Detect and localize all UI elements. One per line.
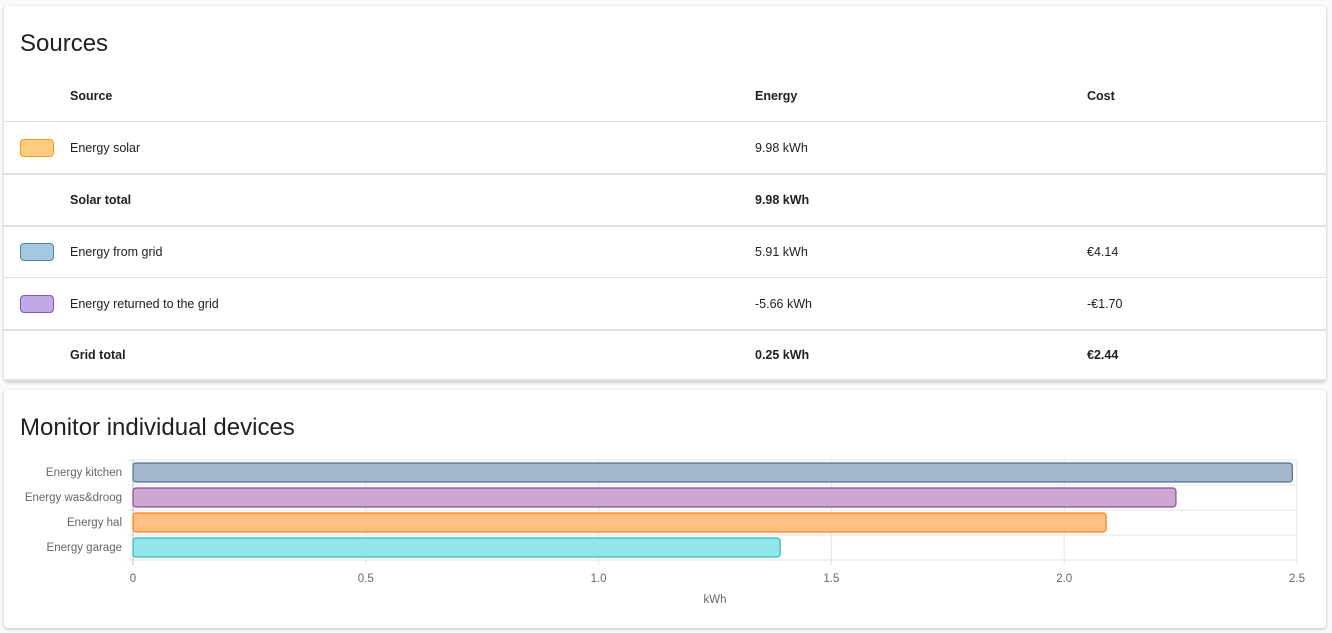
x-tick-label: 0.5 [358,573,374,585]
source-label: Energy solar [70,140,141,155]
x-tick-label: 0 [130,573,136,585]
energy-value: 9.98 kWh [755,140,808,155]
energy-value: 9.98 kWh [755,192,810,207]
y-category-label: Energy garage [47,542,122,554]
color-swatch [20,242,54,261]
table-row: Grid total 0.25 kWh €2.44 [4,330,1326,381]
header-cost: Cost [1087,88,1115,103]
table-row: Solar total 9.98 kWh [4,174,1326,227]
table-row: Energy from grid 5.91 kWh €4.14 [4,226,1326,278]
y-category-label: Energy was&droog [25,492,122,504]
table-row: Energy returned to the grid -5.66 kWh -€1.… [4,278,1326,331]
source-label: Grid total [70,347,126,362]
devices-card: Monitor individual devices 0 0.5 1.0 1.5 2.0… [4,390,1326,628]
source-label: Solar total [70,192,132,207]
x-tick-label: 1.0 [591,573,607,585]
bar-energy-hal [132,512,1107,533]
color-swatch [20,294,54,313]
x-tick-label: 2.5 [1289,573,1305,585]
source-label: Energy returned to the grid [70,296,219,311]
source-label: Energy from grid [70,244,163,259]
header-energy: Energy [755,88,798,103]
x-tick-label: 1.5 [823,573,839,585]
sources-title: Sources [20,30,109,57]
header-source: Source [70,88,113,103]
y-category-label: Energy hal [67,517,122,529]
bar-energy-kitchen [132,462,1293,483]
cost-value: €2.44 [1087,347,1119,362]
y-category-label: Energy kitchen [46,467,122,479]
sources-card: Sources Source Energy Cost Energy solar 9… [4,6,1326,381]
bar-energy-was-droog [132,487,1177,508]
color-swatch [20,138,54,157]
cost-value: -€1.70 [1087,296,1123,311]
table-header: Source Energy Cost [4,70,1326,122]
devices-title: Monitor individual devices [20,414,295,441]
x-axis-label: kWh [704,594,727,606]
energy-value: 5.91 kWh [755,244,808,259]
x-tick-label: 2.0 [1056,573,1072,585]
table-row: Energy solar 9.98 kWh [4,122,1326,175]
devices-bar-chart: 0 0.5 1.0 1.5 2.0 2.5 Energy kitchen Energy was… [25,459,1305,606]
cost-value: €4.14 [1087,244,1119,259]
bar-energy-garage [132,537,781,558]
energy-value: -5.66 kWh [755,296,812,311]
energy-value: 0.25 kWh [755,347,810,362]
